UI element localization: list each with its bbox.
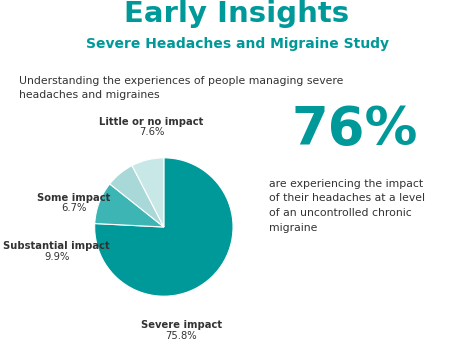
Wedge shape <box>95 158 233 296</box>
Text: 9.9%: 9.9% <box>44 252 69 262</box>
Text: Severe Headaches and Migraine Study: Severe Headaches and Migraine Study <box>85 37 389 51</box>
Text: 7.6%: 7.6% <box>139 127 164 137</box>
Text: 76%: 76% <box>292 104 419 155</box>
Wedge shape <box>109 165 164 227</box>
Text: are experiencing the impact
of their headaches at a level
of an uncontrolled chr: are experiencing the impact of their hea… <box>269 179 425 233</box>
Text: Substantial impact: Substantial impact <box>3 241 110 251</box>
Text: Little or no impact: Little or no impact <box>99 117 204 127</box>
Text: Some impact: Some impact <box>37 193 110 203</box>
Text: 6.7%: 6.7% <box>61 203 87 213</box>
Text: Understanding the experiences of people managing severe
headaches and migraines: Understanding the experiences of people … <box>19 76 343 100</box>
Text: Early Insights: Early Insights <box>125 0 349 28</box>
Text: 75.8%: 75.8% <box>165 331 197 341</box>
Wedge shape <box>132 158 164 227</box>
Text: Severe impact: Severe impact <box>141 320 222 330</box>
Wedge shape <box>95 184 164 227</box>
